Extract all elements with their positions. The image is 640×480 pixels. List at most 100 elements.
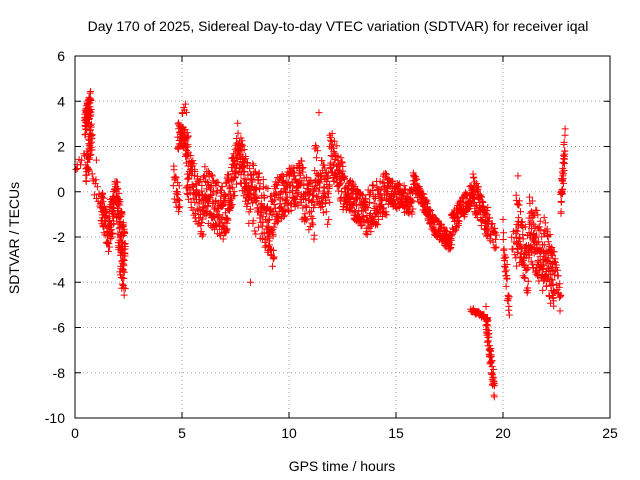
x-axis-label: GPS time / hours <box>289 458 396 474</box>
data-point <box>92 156 100 164</box>
data-point <box>513 227 521 235</box>
data-point <box>512 226 520 234</box>
data-point <box>289 194 297 202</box>
data-point <box>483 226 491 234</box>
data-point <box>514 201 522 209</box>
data-point <box>309 196 317 204</box>
data-point <box>505 302 513 310</box>
data-point <box>474 183 482 191</box>
data-point <box>561 147 569 155</box>
data-point <box>199 230 207 238</box>
data-point <box>231 173 239 181</box>
data-point <box>221 209 229 217</box>
data-point <box>303 216 311 224</box>
data-point <box>322 208 330 216</box>
data-point <box>559 170 567 178</box>
data-point <box>85 115 93 123</box>
data-point <box>120 284 128 292</box>
data-point <box>536 217 544 225</box>
data-point <box>243 200 251 208</box>
data-point <box>505 293 513 301</box>
data-point <box>87 88 95 96</box>
data-point <box>334 166 342 174</box>
data-point <box>292 175 300 183</box>
data-point <box>549 251 557 259</box>
data-point <box>326 198 334 206</box>
data-point <box>170 166 178 174</box>
data-point <box>521 274 529 282</box>
data-point <box>252 230 260 238</box>
data-point <box>362 200 370 208</box>
data-point <box>493 231 501 239</box>
data-point <box>99 198 107 206</box>
data-point <box>535 223 543 231</box>
data-point <box>221 198 229 206</box>
data-point <box>191 167 199 175</box>
data-point <box>254 223 262 231</box>
data-point <box>184 141 192 149</box>
data-point <box>319 209 327 217</box>
data-point <box>549 280 557 288</box>
data-point <box>518 222 526 230</box>
data-point <box>200 173 208 181</box>
data-point <box>527 242 535 250</box>
data-point <box>206 209 214 217</box>
data-point <box>248 178 256 186</box>
data-point <box>270 253 278 261</box>
data-point <box>515 214 523 222</box>
data-point <box>86 112 94 120</box>
data-point <box>114 184 122 192</box>
data-point <box>116 224 124 232</box>
y-tick-label: -6 <box>53 320 66 336</box>
data-point <box>336 180 344 188</box>
data-point <box>372 220 380 228</box>
data-point <box>490 393 498 401</box>
data-point <box>264 184 272 192</box>
data-point <box>317 204 325 212</box>
data-point <box>363 231 371 239</box>
data-point <box>513 262 521 270</box>
data-point <box>546 270 554 278</box>
data-point <box>86 122 94 130</box>
data-point <box>455 217 463 225</box>
data-point <box>315 109 323 117</box>
y-tick-label: 4 <box>57 93 65 109</box>
data-point <box>492 235 500 243</box>
data-point <box>199 215 207 223</box>
data-point <box>483 321 491 329</box>
data-point <box>85 166 93 174</box>
data-point <box>113 178 121 186</box>
data-point <box>487 351 495 359</box>
data-point <box>330 147 338 155</box>
data-point <box>515 197 523 205</box>
data-point <box>328 130 336 138</box>
data-point <box>294 189 302 197</box>
data-point <box>117 273 125 281</box>
data-point <box>173 187 181 195</box>
data-point <box>520 273 528 281</box>
data-point <box>293 192 301 200</box>
y-axis-label: SDTVAR / TECUs <box>6 182 22 294</box>
data-point <box>516 253 524 261</box>
x-tick-label: 25 <box>602 425 618 441</box>
data-point <box>369 182 377 190</box>
data-point <box>488 357 496 365</box>
data-point <box>503 275 511 283</box>
data-point <box>326 181 334 189</box>
data-point <box>539 286 547 294</box>
data-point <box>516 240 524 248</box>
data-point <box>533 207 541 215</box>
data-point <box>556 280 564 288</box>
data-point <box>276 203 284 211</box>
data-point <box>280 172 288 180</box>
data-point <box>241 167 249 175</box>
y-tick-label: -2 <box>53 229 66 245</box>
data-point <box>234 119 242 127</box>
data-point <box>182 108 190 116</box>
data-point <box>118 280 126 288</box>
data-point <box>309 214 317 222</box>
data-point <box>315 187 323 195</box>
data-point <box>310 231 318 239</box>
data-point <box>502 282 510 290</box>
data-point <box>253 194 261 202</box>
